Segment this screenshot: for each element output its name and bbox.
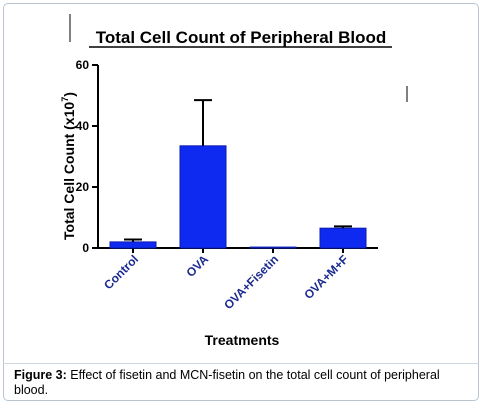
bar-control: [109, 241, 157, 249]
x-labels-group: Control OVA OVA+Fisetin OVA+M+F: [101, 252, 351, 312]
y-axis-label: Total Cell Count (x107): [60, 92, 77, 240]
x-axis-label: Treatments: [205, 332, 280, 348]
bar-ova: [179, 145, 227, 249]
y-axis-label-exponent: 7: [60, 97, 70, 102]
caption-divider: [3, 363, 479, 364]
y-tick-label: 0: [82, 241, 89, 255]
caption-label: Figure 3:: [14, 368, 67, 382]
x-tick-label: OVA+Fisetin: [221, 252, 281, 312]
x-tick-label: OVA: [183, 252, 211, 280]
axes: [97, 65, 378, 253]
y-tick-label: 60: [76, 58, 90, 72]
bar-ova-m-f: [319, 227, 367, 249]
y-tick-label: 40: [76, 119, 90, 133]
y-axis-label-main: Total Cell Count (x10: [61, 102, 77, 240]
error-bars-group: [124, 99, 352, 242]
bar-ova-fisetin: [249, 246, 297, 249]
caption-text: Effect of fisetin and MCN-fisetin on the…: [14, 368, 440, 397]
y-tick-label: 20: [76, 180, 90, 194]
x-tick-label: Control: [101, 252, 141, 292]
chart-title: Total Cell Count of Peripheral Blood: [96, 28, 387, 47]
bar-chart: Total Cell Count of Peripheral Blood 0 20…: [60, 14, 408, 348]
y-axis-label-close: ): [61, 92, 77, 97]
y-ticks-group: 0 20 40 60: [76, 58, 98, 255]
figure-caption: Figure 3: Effect of fisetin and MCN-fise…: [14, 368, 470, 398]
bars-group: [109, 145, 367, 249]
x-tick-label: OVA+M+F: [301, 252, 351, 302]
figure-frame: [3, 3, 479, 401]
